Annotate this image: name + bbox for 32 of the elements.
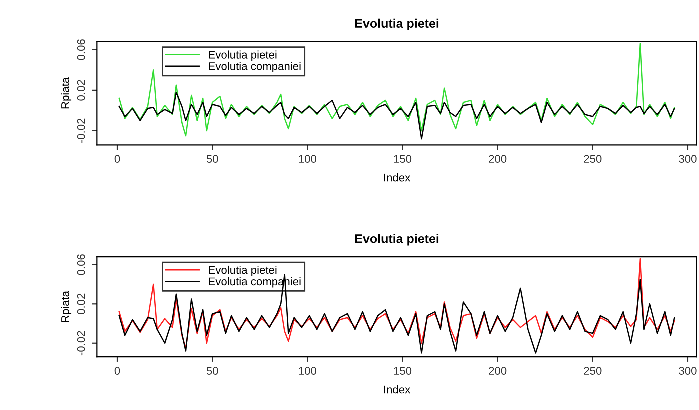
x-tick-label: 250 [584,155,602,164]
x-tick-label: 150 [394,367,412,375]
y-tick-label: -0.02 [77,118,86,144]
x-tick-label: 50 [206,155,218,164]
y-axis-title: Rpiata [61,77,72,109]
y-tick-label: 0.06 [77,254,86,276]
x-tick-label: 200 [489,155,507,164]
line-series [118,258,676,349]
x-tick-label: 0 [114,155,120,164]
x-tick-label: 150 [394,155,412,164]
legend-label: Evolutia companiei [209,62,301,73]
y-tick-label: -0.02 [77,331,86,356]
x-axis-title: Index [384,174,411,182]
x-tick-label: 50 [206,367,218,375]
y-tick-label: 0.02 [77,294,86,315]
line-series [118,43,676,137]
x-tick-label: 300 [679,367,697,375]
x-tick-label: 300 [679,155,697,164]
legend-label: Evolutia pietei [209,266,277,276]
x-tick-label: 100 [299,155,316,164]
chart-title: Evolutia pietei [356,18,439,31]
chart-title: Evolutia pietei [356,234,439,246]
x-tick-label: 200 [489,367,507,375]
legend-label: Evolutia pietei [209,50,277,62]
x-tick-label: 250 [584,367,602,375]
x-tick-label: 100 [299,367,316,375]
y-tick-label: 0.06 [77,40,86,60]
x-axis-title: Index [384,386,411,394]
y-axis-title: Rpiata [61,291,72,322]
x-tick-label: 0 [114,367,120,375]
y-tick-label: 0.02 [77,80,86,101]
line-series [118,92,676,140]
